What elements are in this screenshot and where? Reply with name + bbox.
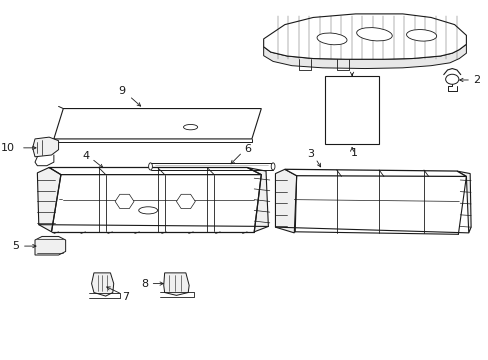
Text: 9: 9 (119, 86, 125, 96)
Text: 8: 8 (141, 279, 148, 289)
Polygon shape (51, 175, 261, 232)
Text: 5: 5 (13, 241, 20, 251)
Bar (325, 76, 378, 144)
Polygon shape (35, 237, 65, 255)
Text: 6: 6 (244, 144, 251, 154)
Polygon shape (456, 171, 470, 233)
Text: 7: 7 (122, 292, 129, 302)
Polygon shape (246, 167, 268, 232)
Polygon shape (91, 273, 114, 296)
Ellipse shape (356, 28, 391, 41)
Polygon shape (37, 167, 61, 232)
Polygon shape (285, 169, 466, 176)
Ellipse shape (316, 33, 346, 45)
Polygon shape (176, 194, 195, 208)
Text: 2: 2 (472, 75, 479, 85)
Text: 1: 1 (350, 148, 357, 158)
Polygon shape (49, 167, 261, 175)
Text: 3: 3 (306, 149, 314, 159)
Polygon shape (33, 137, 59, 157)
Polygon shape (275, 169, 296, 233)
Polygon shape (163, 273, 189, 296)
Ellipse shape (406, 30, 436, 41)
Ellipse shape (183, 125, 197, 130)
Ellipse shape (139, 207, 157, 214)
Ellipse shape (271, 163, 274, 170)
Polygon shape (115, 194, 134, 208)
Polygon shape (263, 14, 466, 59)
Ellipse shape (148, 163, 152, 170)
Text: 10: 10 (1, 143, 15, 153)
Polygon shape (263, 44, 466, 68)
Polygon shape (295, 176, 466, 234)
Polygon shape (54, 109, 261, 139)
Text: 4: 4 (82, 151, 89, 161)
